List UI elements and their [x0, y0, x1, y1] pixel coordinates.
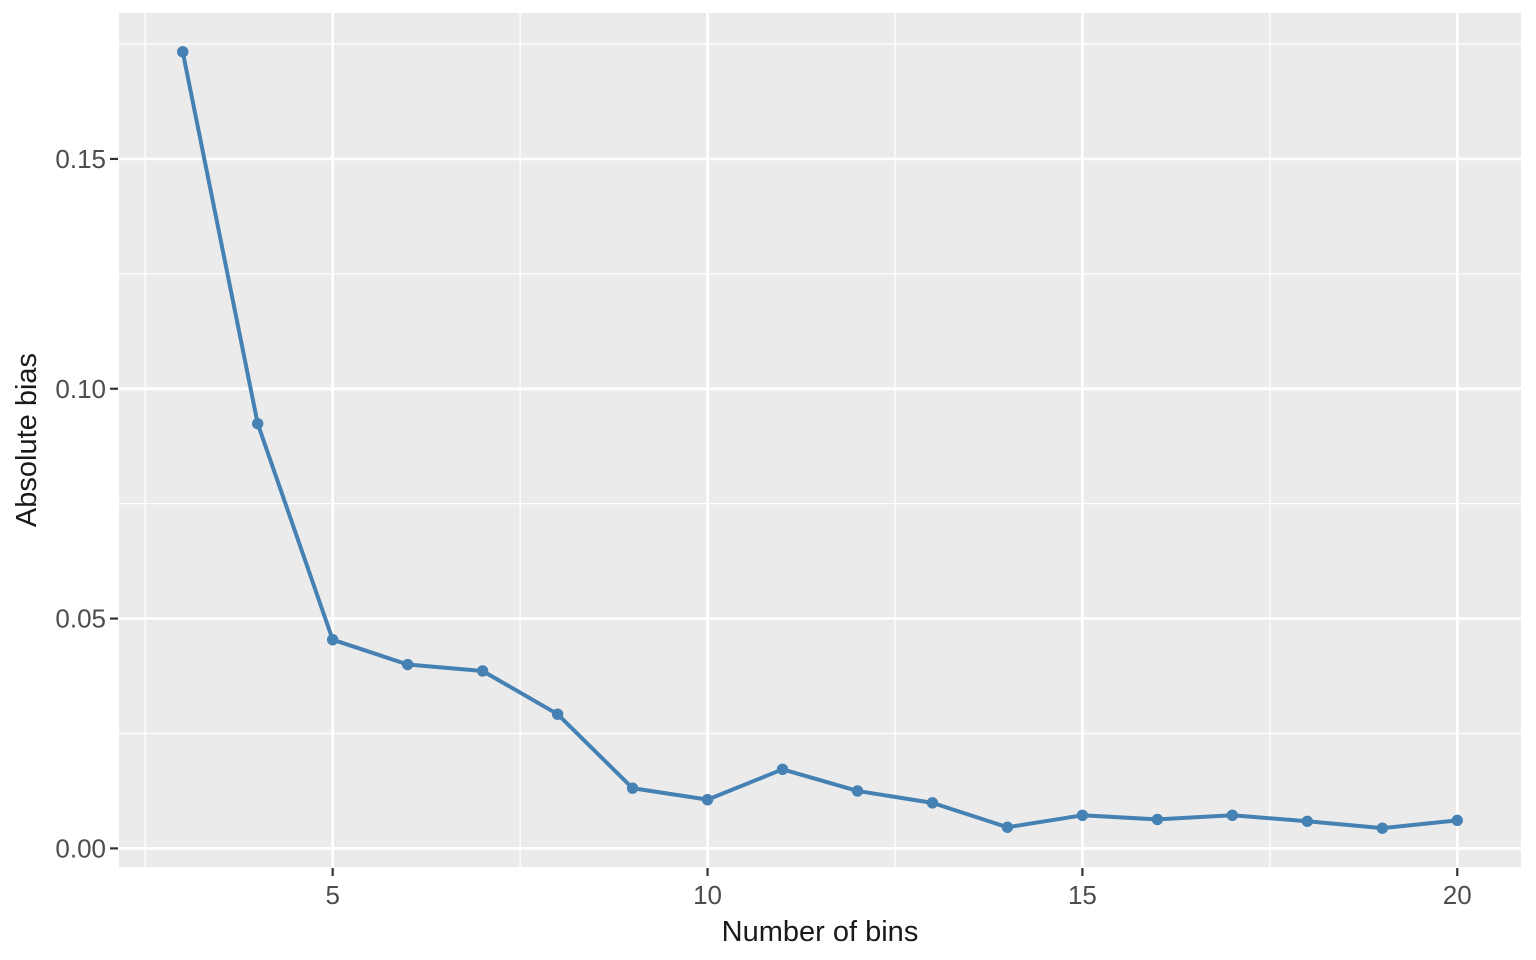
- data-point: [926, 797, 939, 809]
- data-point: [1001, 821, 1014, 833]
- plot-panel: [119, 13, 1521, 867]
- data-point: [701, 793, 714, 806]
- data-point: [326, 634, 339, 646]
- x-tick-label: 10: [693, 880, 722, 910]
- data-point: [177, 46, 189, 58]
- y-tick-label: 0.05: [55, 604, 106, 634]
- x-tick-label: 15: [1068, 880, 1097, 910]
- data-point: [252, 417, 264, 430]
- data-point: [1376, 822, 1388, 834]
- data-point: [776, 763, 789, 776]
- data-point: [401, 658, 414, 671]
- x-tick-label: 20: [1443, 880, 1472, 910]
- y-tick-label: 0.00: [55, 833, 106, 863]
- data-point: [1151, 813, 1164, 826]
- y-tick-label: 0.10: [55, 374, 106, 404]
- data-point: [551, 708, 564, 720]
- data-point: [851, 785, 864, 797]
- data-point: [476, 665, 489, 677]
- data-point: [1451, 814, 1463, 827]
- data-series: [177, 46, 1463, 834]
- trend-line: [180, 49, 1460, 831]
- x-tick-label: 5: [325, 880, 339, 910]
- y-tick-label: 0.15: [55, 144, 106, 174]
- data-point: [1226, 809, 1239, 821]
- data-point: [1301, 815, 1314, 827]
- data-point: [1076, 809, 1089, 821]
- data-point: [626, 782, 639, 794]
- x-axis-title: Number of bins: [722, 916, 919, 948]
- panel-background: [119, 13, 1521, 867]
- y-axis-title: Absolute bias: [11, 353, 43, 527]
- axes: 5 10 15 20 0.00 0.05 0.10 0.15: [55, 144, 1471, 910]
